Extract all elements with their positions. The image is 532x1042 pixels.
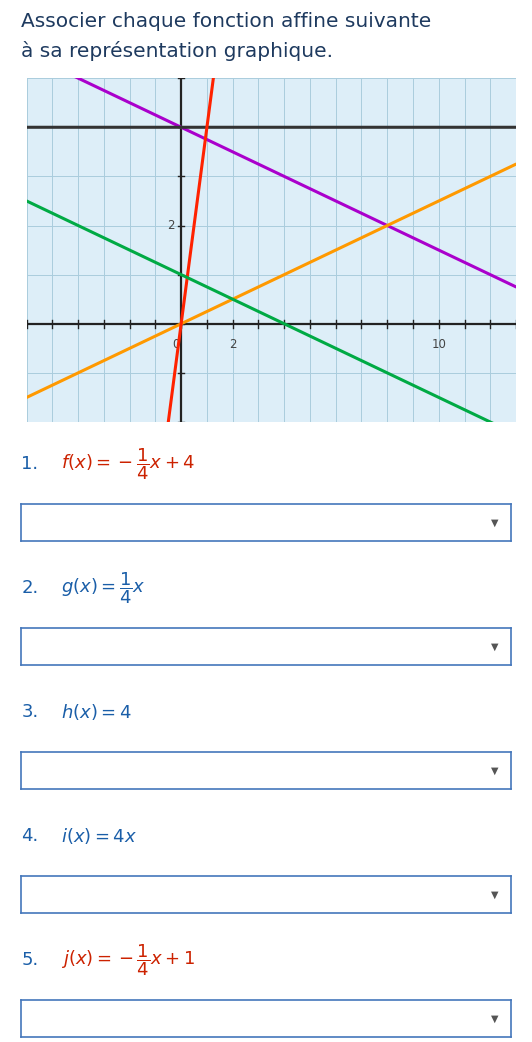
Text: 3.: 3. (21, 703, 38, 721)
Text: $g(x)=\dfrac{1}{4}x$: $g(x)=\dfrac{1}{4}x$ (61, 571, 146, 606)
Text: 10: 10 (431, 338, 446, 350)
Text: ▼: ▼ (491, 766, 498, 775)
Text: 2: 2 (167, 219, 174, 232)
Text: ▼: ▼ (491, 890, 498, 899)
Text: $f(x)=-\dfrac{1}{4}x+4$: $f(x)=-\dfrac{1}{4}x+4$ (61, 447, 195, 482)
Text: ▼: ▼ (491, 642, 498, 651)
Text: 2: 2 (229, 338, 236, 350)
Text: $i(x)=4x$: $i(x)=4x$ (61, 826, 137, 846)
Text: 2.: 2. (21, 579, 38, 597)
Text: 1.: 1. (21, 455, 38, 473)
Text: $j(x)=-\dfrac{1}{4}x+1$: $j(x)=-\dfrac{1}{4}x+1$ (61, 943, 195, 978)
Text: Associer chaque fonction affine suivante: Associer chaque fonction affine suivante (21, 13, 431, 31)
Text: 4.: 4. (21, 827, 38, 845)
Text: ▼: ▼ (491, 1014, 498, 1023)
Text: $h(x)=4$: $h(x)=4$ (61, 702, 132, 722)
Text: 0: 0 (172, 338, 180, 350)
Text: à sa représentation graphique.: à sa représentation graphique. (21, 41, 333, 60)
Text: 5.: 5. (21, 951, 38, 969)
Text: ▼: ▼ (491, 518, 498, 527)
